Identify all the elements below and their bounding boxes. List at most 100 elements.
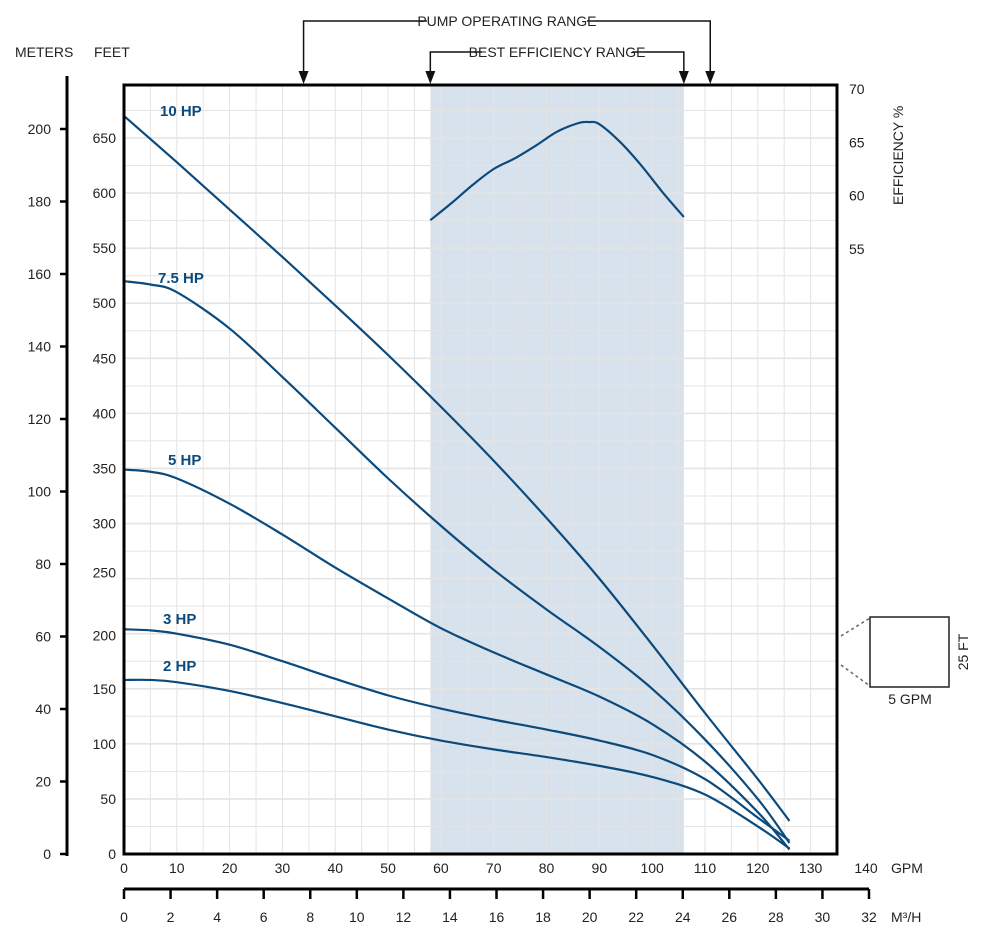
m3h-tick-label: 26 — [722, 909, 738, 925]
best-efficiency-label: BEST EFFICIENCY RANGE — [469, 44, 646, 60]
scale-box-rect — [869, 616, 950, 688]
arrow-down-icon — [678, 71, 689, 84]
efficiency-axis-title: EFFICIENCY % — [890, 106, 906, 205]
arrow-down-icon — [705, 71, 716, 84]
gpm-tick-label: 70 — [486, 860, 502, 876]
gpm-tick-label: 40 — [327, 860, 343, 876]
gpm-axis-title: GPM — [891, 860, 923, 876]
arrow-down-icon — [425, 71, 436, 84]
meters-tick-label: 140 — [28, 339, 52, 355]
curve-2-hp — [123, 678, 791, 850]
meters-tick-label: 20 — [35, 774, 51, 790]
meters-tick-label: 40 — [35, 701, 51, 717]
efficiency-tick-label: 65 — [849, 134, 865, 150]
scale-box: 5 GPM 25 FT — [840, 616, 971, 707]
gpm-tick-label: 50 — [380, 860, 396, 876]
m3h-tick-label: 24 — [675, 909, 691, 925]
feet-tick-label: 250 — [93, 565, 117, 581]
efficiency-axis: 55 60 65 70 — [849, 81, 865, 257]
meters-axis: 0 20 40 60 80 100 120 140 160 180 200 — [28, 76, 69, 862]
gpm-tick-label: 90 — [592, 860, 608, 876]
m3h-tick-label: 20 — [582, 909, 598, 925]
feet-tick-label: 50 — [100, 791, 116, 807]
gpm-tick-label: 60 — [433, 860, 449, 876]
m3h-tick-label: 12 — [396, 909, 412, 925]
meters-tick-label: 160 — [28, 266, 52, 282]
m3h-tick-label: 22 — [628, 909, 644, 925]
efficiency-tick-label: 70 — [849, 81, 865, 97]
head-curves: 10 HP 7.5 HP 5 HP 3 HP 2 HP — [123, 103, 791, 851]
feet-tick-label: 300 — [93, 516, 117, 532]
efficiency-curve — [429, 120, 685, 222]
curve-label: 7.5 HP — [158, 270, 204, 287]
gpm-tick-label: 140 — [854, 860, 878, 876]
curve-label: 3 HP — [163, 611, 196, 628]
meters-tick-label: 200 — [28, 121, 52, 137]
meters-tick-label: 180 — [28, 194, 52, 210]
gpm-tick-label: 20 — [222, 860, 238, 876]
range-arrowheads — [298, 71, 716, 84]
curve-label: 5 HP — [168, 452, 201, 469]
scale-box-height-label: 25 FT — [955, 633, 971, 670]
m3h-tick-label: 18 — [535, 909, 551, 925]
m3h-tick-label: 14 — [442, 909, 458, 925]
m3h-tick-label: 8 — [306, 909, 314, 925]
gpm-tick-label: 120 — [746, 860, 770, 876]
m3h-tick-label: 4 — [213, 909, 221, 925]
feet-tick-label: 500 — [93, 295, 117, 311]
gpm-tick-label: 130 — [799, 860, 823, 876]
meters-tick-label: 60 — [35, 629, 51, 645]
meters-tick-label: 0 — [43, 846, 51, 862]
operating-range-label: PUMP OPERATING RANGE — [417, 13, 596, 29]
gpm-tick-label: 0 — [120, 860, 128, 876]
curve-3-hp — [123, 628, 791, 842]
plot-frame — [122, 83, 839, 856]
feet-tick-label: 450 — [93, 350, 117, 366]
feet-tick-label: 150 — [93, 681, 117, 697]
arrow-down-icon — [298, 71, 309, 84]
gpm-axis: 0 10 20 30 40 50 60 70 80 90 100 110 120 130 140 — [120, 860, 878, 876]
range-header: PUMP OPERATING RANGE BEST EFFICIENCY RAN… — [298, 13, 716, 84]
m3h-tick-label: 2 — [167, 909, 175, 925]
feet-axis-title: FEET — [94, 44, 130, 60]
curve-7-5-hp — [123, 280, 791, 844]
meters-tick-label: 100 — [28, 484, 52, 500]
gpm-tick-label: 110 — [694, 860, 717, 876]
m3h-tick-label: 30 — [815, 909, 831, 925]
scale-box-dotted-top — [840, 617, 871, 637]
curve-10-hp — [123, 115, 791, 822]
curve-label: 10 HP — [160, 103, 202, 120]
m3h-axis: 0 2 4 6 8 10 12 14 16 18 20 22 24 26 28 30 32 — [120, 887, 877, 925]
efficiency-tick-label: 55 — [849, 241, 865, 257]
scale-box-width-label: 5 GPM — [888, 691, 932, 707]
feet-axis: 0 50 100 150 200 250 300 350 400 450 500 550 600 650 — [93, 130, 117, 862]
feet-tick-label: 400 — [93, 405, 117, 421]
meters-axis-title: METERS — [15, 44, 73, 60]
feet-tick-label: 600 — [93, 185, 117, 201]
m3h-tick-label: 32 — [861, 909, 877, 925]
m3h-tick-label: 0 — [120, 909, 128, 925]
m3h-axis-title: M³/H — [891, 909, 921, 925]
feet-tick-label: 350 — [93, 460, 117, 476]
m3h-tick-label: 16 — [489, 909, 505, 925]
m3h-tick-label: 6 — [260, 909, 268, 925]
gpm-tick-label: 30 — [275, 860, 291, 876]
scale-box-dotted-bottom — [840, 664, 871, 687]
meters-tick-label: 80 — [35, 556, 51, 572]
efficiency-tick-label: 60 — [849, 188, 865, 204]
gpm-tick-label: 10 — [169, 860, 185, 876]
gpm-tick-label: 100 — [640, 860, 664, 876]
curve-label: 2 HP — [163, 658, 196, 675]
feet-tick-label: 650 — [93, 130, 117, 146]
feet-tick-label: 550 — [93, 240, 117, 256]
feet-tick-label: 200 — [93, 628, 117, 644]
meters-tick-label: 120 — [28, 411, 52, 427]
best-efficiency-band — [430, 85, 684, 854]
curve-5-hp — [123, 468, 791, 851]
feet-tick-label: 0 — [108, 846, 116, 862]
grid — [124, 85, 837, 854]
gpm-tick-label: 80 — [539, 860, 555, 876]
m3h-tick-label: 10 — [349, 909, 365, 925]
m3h-tick-label: 28 — [768, 909, 784, 925]
